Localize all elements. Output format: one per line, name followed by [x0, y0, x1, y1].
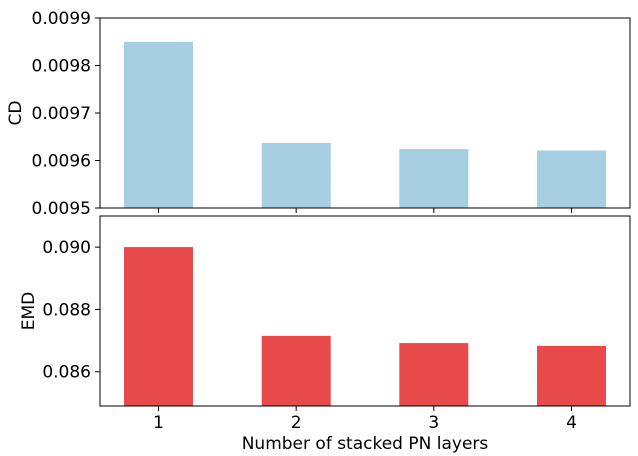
- y-tick-label: 0.0096: [32, 152, 91, 172]
- y-tick-label: 0.086: [42, 363, 91, 383]
- x-axis-label: Number of stacked PN layers: [242, 434, 489, 454]
- emd-panel: 0.086 0.088 0.090 1 2 3 4 EMD: [19, 215, 631, 433]
- bar-emd-2: [261, 335, 331, 406]
- y-tick-label: 0.0095: [32, 199, 91, 219]
- bar-emd-4: [537, 345, 606, 406]
- y-tick-label: 0.0097: [32, 104, 91, 124]
- x-tick-label: 1: [153, 413, 164, 433]
- bar-emd-3: [399, 343, 469, 406]
- x-tick-label: 4: [566, 413, 577, 433]
- y-tick-label: 0.0099: [32, 9, 91, 29]
- bar-cd-3: [399, 149, 469, 208]
- y-tick-label: 0.090: [42, 238, 91, 258]
- y-axis-label: EMD: [19, 292, 39, 331]
- y-tick-label: 0.088: [42, 300, 91, 320]
- y-axis-label: CD: [6, 101, 26, 126]
- y-tick-label: 0.0098: [32, 57, 91, 77]
- axes-frame: [99, 215, 631, 407]
- cd-panel: 0.0095 0.0096 0.0097 0.0098 0.0099 CD: [6, 9, 631, 219]
- bar-emd-1: [124, 247, 193, 406]
- x-tick-label: 3: [428, 413, 439, 433]
- bar-cd-4: [537, 150, 606, 208]
- x-tick-label: 2: [291, 413, 302, 433]
- bar-cd-1: [124, 41, 193, 208]
- bar-cd-2: [261, 142, 331, 208]
